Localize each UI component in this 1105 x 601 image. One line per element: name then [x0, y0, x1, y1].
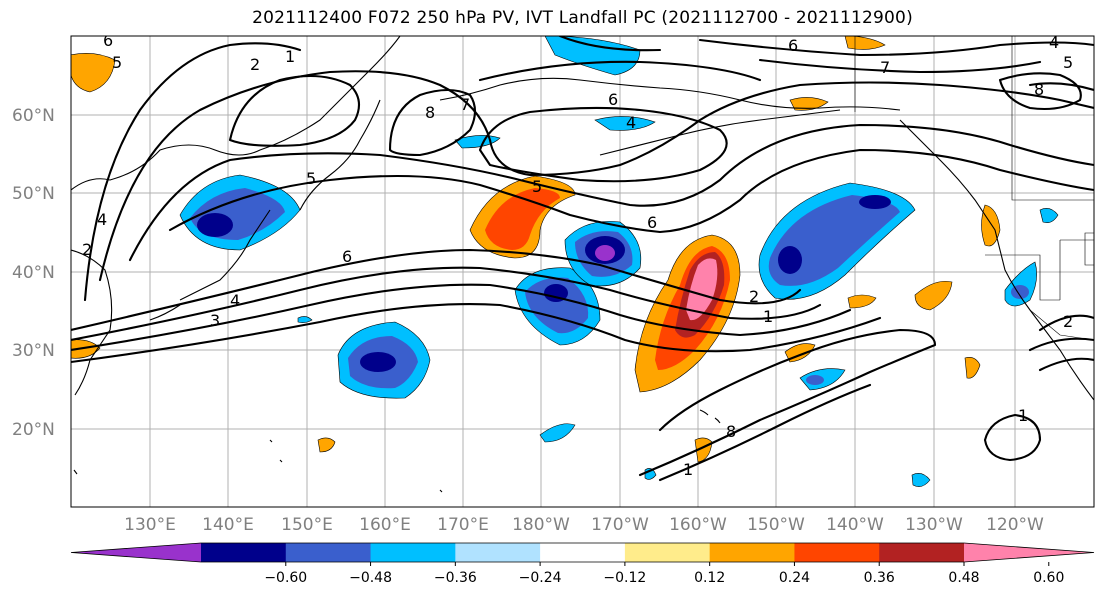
contour-label: 5	[532, 177, 542, 196]
lon-label: 160°E	[359, 515, 411, 535]
contour-label: 2	[82, 240, 92, 259]
lon-label: 130°E	[124, 515, 176, 535]
colorbar-segment	[370, 543, 456, 562]
colorbar-tick-label: 0.36	[864, 570, 895, 586]
colorbar-tick-label: −0.60	[264, 570, 307, 586]
contour-label: 8	[1034, 80, 1044, 99]
contour-label: 4	[97, 210, 107, 229]
contour-label: 7	[880, 58, 890, 77]
contour-label: 6	[788, 36, 798, 55]
contour-label: 2	[749, 287, 759, 306]
map-frame	[70, 35, 1095, 508]
colorbar-tick-label: 0.12	[694, 570, 725, 586]
lon-label: 170°E	[437, 515, 489, 535]
longitude-labels: 130°E 140°E 150°E 160°E 170°E 180°W 170°…	[124, 515, 1044, 535]
colorbar-tick-label: 0.60	[1033, 570, 1064, 586]
contour-label: 2	[250, 55, 260, 74]
lon-label: 120°W	[986, 515, 1044, 535]
contour-label: 6	[103, 31, 113, 50]
contour-label: 5	[112, 53, 122, 72]
pv-shading	[71, 36, 1059, 487]
colorbar-segment	[285, 543, 372, 562]
colorbar-segment	[709, 543, 795, 562]
lon-label: 170°W	[591, 515, 649, 535]
contour-label: 1	[285, 47, 295, 66]
colorbar-outline	[70, 542, 1095, 563]
colorbar-segment	[540, 543, 626, 562]
borders	[854, 36, 1094, 341]
contours	[71, 36, 1094, 482]
contour-label: 6	[647, 213, 657, 232]
lon-label: 130°W	[905, 515, 963, 535]
contour-label: 6	[608, 90, 618, 109]
lat-label: 40°N	[12, 263, 55, 283]
colorbar-tick-label: −0.24	[519, 570, 562, 586]
lat-label: 50°N	[12, 184, 55, 204]
colorbar-segment	[201, 543, 287, 562]
colorbar-segment	[794, 543, 880, 562]
lon-label: 140°W	[826, 515, 884, 535]
contour-label: 3	[210, 311, 220, 330]
lat-label: 20°N	[12, 420, 55, 440]
colorbar-tick-label: −0.12	[603, 570, 646, 586]
coastlines	[71, 36, 1094, 493]
contour-labels: 6 5 2 1 7 8 6 6 4 6 7 5 4 8 5 6 5 2 4 4 …	[82, 31, 1073, 479]
lon-label: 140°E	[202, 515, 254, 535]
map-title: 2021112400 F072 250 hPa PV, IVT Landfall…	[252, 8, 913, 28]
lon-label: 180°W	[512, 515, 570, 535]
contour-label: 1	[1018, 406, 1028, 425]
colorbar-segment	[879, 543, 965, 562]
contour-label: 5	[1063, 53, 1073, 72]
colorbar-tick-label: 0.48	[948, 570, 979, 586]
contour-label: 4	[230, 291, 240, 310]
contour-label: 5	[306, 169, 316, 188]
colorbar-extend-min	[71, 543, 201, 562]
lon-label: 150°E	[281, 515, 333, 535]
contour-label: 7	[460, 95, 470, 114]
contour-label: 1	[683, 460, 693, 479]
contour-label: 4	[626, 113, 636, 132]
colorbar-segment	[624, 543, 711, 562]
colorbar-tick-label: −0.48	[349, 570, 392, 586]
colorbar-tick-label: 0.24	[779, 570, 810, 586]
lon-label: 160°W	[669, 515, 727, 535]
colorbar-tick-label: −0.36	[434, 570, 477, 586]
lon-label: 150°W	[747, 515, 805, 535]
contour-label: 2	[1063, 312, 1073, 331]
latitude-labels: 60°N 50°N 40°N 30°N 20°N	[12, 106, 55, 440]
contour-label: 6	[342, 247, 352, 266]
colorbar-labels: −0.60 −0.48 −0.36 −0.24 −0.12 0.12 0.24 0.36 0.4…	[264, 562, 1064, 586]
contour-label: 8	[425, 103, 435, 122]
contour-label: 1	[763, 307, 773, 326]
colorbar-extend-max	[964, 543, 1094, 562]
contour-label: 8	[726, 422, 736, 441]
colorbar	[70, 542, 1095, 563]
lat-label: 30°N	[12, 341, 55, 361]
lat-label: 60°N	[12, 106, 55, 126]
colorbar-segment	[455, 543, 541, 562]
contour-label: 4	[1049, 33, 1059, 52]
